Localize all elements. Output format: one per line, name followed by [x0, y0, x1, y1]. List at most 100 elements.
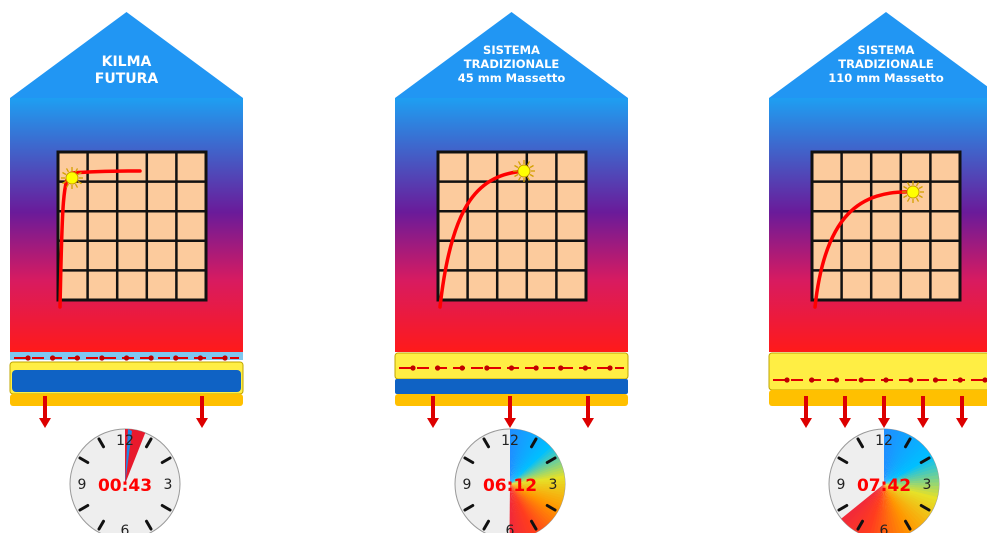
- elapsed-segment: [510, 472, 565, 484]
- clock: 12 3 6 9 00:43: [69, 428, 181, 538]
- pipe-dot: [607, 365, 613, 371]
- elapsed-segment: [510, 441, 548, 484]
- clock: 12 3 6 9 06:12: [454, 428, 566, 538]
- elapsed-segment: [510, 445, 552, 484]
- elapsed-segment: [510, 484, 535, 535]
- base-layer: [769, 390, 987, 406]
- elapsed-segment: [510, 484, 557, 517]
- temperature-curve: [813, 190, 915, 309]
- elapsed-segment: [849, 484, 884, 530]
- pipe-dot: [25, 355, 31, 361]
- elapsed-segment: [510, 484, 525, 538]
- clock-number: 6: [880, 523, 889, 533]
- clock-number: 12: [875, 433, 893, 449]
- pipe-dot: [410, 365, 416, 371]
- pipe-dot: [833, 377, 840, 383]
- elapsed-segment: [510, 437, 543, 484]
- sun-icon: [902, 181, 924, 203]
- clock-number: 3: [549, 477, 558, 493]
- elapsed-segment: [510, 484, 545, 529]
- sun-icon: [61, 167, 83, 189]
- clock-tick: [482, 437, 490, 449]
- elapsed-segment: [884, 438, 919, 484]
- arrow-head: [39, 418, 51, 428]
- clock: 12 3 6 9 07:42: [828, 428, 940, 538]
- clock-tick: [160, 504, 172, 512]
- elapsed-segment: [510, 467, 564, 484]
- elapsed-segment: [884, 475, 939, 484]
- clock-tick: [145, 437, 153, 449]
- arrow-head: [196, 418, 208, 428]
- insulation-layer: [395, 379, 628, 394]
- elapsed-segment: [884, 448, 929, 484]
- clock-tick: [145, 519, 153, 531]
- elapsed-segment: [510, 484, 553, 522]
- insulation-layer: [12, 370, 241, 392]
- arrow-head: [956, 418, 968, 428]
- clock-tick: [904, 437, 912, 449]
- elapsed-segment: [510, 484, 551, 524]
- pipe-dot: [197, 355, 203, 361]
- pipe-dot: [222, 355, 228, 361]
- elapsed-segment: [884, 433, 910, 484]
- pipe-dot: [50, 355, 56, 361]
- sun-icon: [513, 160, 535, 182]
- elapsed-segment: [846, 484, 884, 527]
- clock-number: 9: [837, 477, 846, 493]
- clock-tick: [856, 519, 864, 531]
- chart-grid-bg: [436, 150, 588, 302]
- elapsed-segment: [510, 461, 562, 484]
- base-layer: [10, 394, 243, 406]
- title-line: SISTEMA: [483, 43, 540, 57]
- clock-tick: [837, 504, 849, 512]
- elapsed-segment: [510, 484, 549, 526]
- elapsed-segment: [510, 484, 543, 531]
- temperature-curve: [438, 169, 526, 309]
- elapsed-segment: [510, 484, 561, 510]
- time-readout: 07:42: [857, 476, 911, 496]
- elapsed-segment: [884, 443, 924, 484]
- pipe-dot: [123, 355, 130, 361]
- elapsed-segment: [884, 467, 938, 484]
- elapsed-segment: [841, 484, 884, 522]
- elapsed-segment: [858, 484, 884, 535]
- elapsed-segment: [884, 445, 927, 484]
- clock-tick: [904, 519, 912, 531]
- elapsed-segment: [884, 484, 915, 532]
- elapsed-segment: [510, 436, 541, 484]
- clock-tick: [463, 504, 475, 512]
- time-readout: 00:43: [98, 476, 152, 496]
- pipe-dot: [883, 377, 889, 383]
- elapsed-segment: [884, 484, 891, 538]
- clock-tick: [78, 504, 90, 512]
- elapsed-segment: [510, 484, 547, 528]
- elapsed-segment: [510, 447, 554, 484]
- pipe-dot: [558, 365, 564, 371]
- arrow-head: [839, 418, 851, 428]
- elapsed-segment: [884, 457, 935, 484]
- clock-tick: [545, 456, 557, 464]
- elapsed-accent: [125, 429, 132, 484]
- clock-number: 3: [923, 477, 932, 493]
- floor-layers: [394, 352, 629, 406]
- pipe-dot: [784, 377, 790, 383]
- chart-grid-bg: [810, 150, 962, 302]
- arrow-head: [800, 418, 812, 428]
- pipe-dot: [957, 377, 963, 383]
- pipe-dot: [508, 365, 515, 371]
- elapsed-segment: [884, 484, 895, 538]
- elapsed-segment: [884, 464, 937, 484]
- clock-tick: [837, 456, 849, 464]
- title-line: 110 mm Massetto: [828, 71, 944, 85]
- elapsed-segment: [861, 484, 884, 536]
- elapsed-segment: [883, 484, 888, 538]
- pipe-dot: [459, 365, 465, 371]
- pipe-dot: [435, 365, 441, 371]
- clock-number: 12: [116, 433, 134, 449]
- elapsed-segment: [510, 464, 563, 484]
- elapsed-segment: [510, 481, 565, 485]
